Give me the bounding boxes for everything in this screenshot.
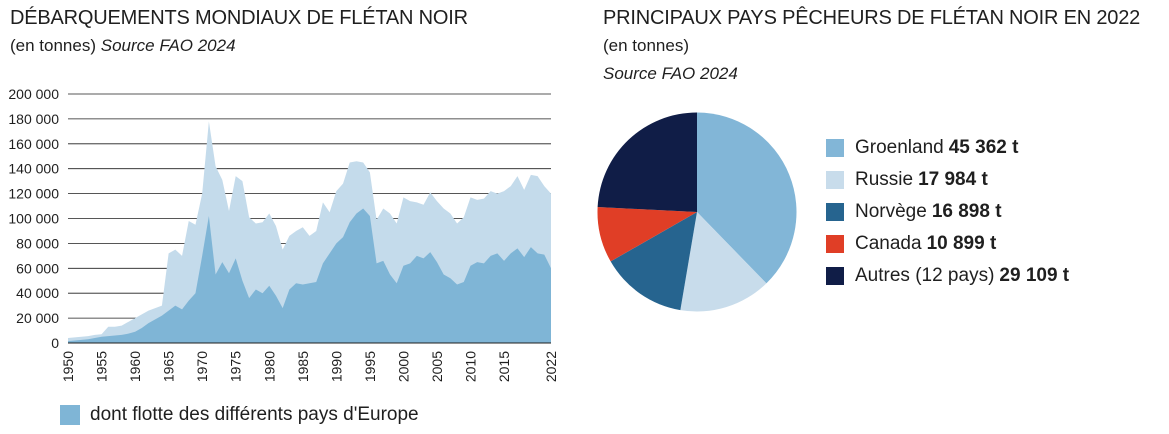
pie-slice-canada xyxy=(597,207,697,262)
y-tick-label: 100 000 xyxy=(8,211,59,227)
x-tick-label: 1995 xyxy=(362,351,378,382)
x-tick-label: 2022 xyxy=(543,351,559,382)
pie-chart-title: PRINCIPAUX PAYS PÊCHEURS DE FLÉTAN NOIR … xyxy=(603,7,1141,29)
legend-item: Canada 10 899 t xyxy=(826,232,996,256)
x-tick-label: 1980 xyxy=(261,351,277,382)
legend-label: Groenland xyxy=(855,137,944,158)
y-tick-label: 20 000 xyxy=(16,310,59,326)
legend-value: 17 984 t xyxy=(918,169,988,190)
legend-label-europe: dont flotte des différents pays d'Europe xyxy=(90,404,419,425)
legend-label: Norvège xyxy=(855,201,927,222)
y-tick-label: 60 000 xyxy=(16,260,59,276)
x-tick-label: 1950 xyxy=(60,351,76,382)
pie-slice-autres-12-pays- xyxy=(597,112,697,212)
legend-label: Canada xyxy=(855,233,922,254)
area-chart-source: Source FAO 2024 xyxy=(100,36,236,55)
legend-swatch xyxy=(826,235,844,253)
legend-item: Norvège 16 898 t xyxy=(826,200,1002,224)
legend-swatch xyxy=(826,139,844,157)
x-tick-label: 1965 xyxy=(161,351,177,382)
legend-swatch xyxy=(826,267,844,285)
y-tick-label: 80 000 xyxy=(16,235,59,251)
x-tick-label: 2010 xyxy=(463,351,479,382)
area-chart: 0 20 000 40 000 60 000 80 000 100 000 120 000 1… xyxy=(8,86,559,382)
series-area-europe xyxy=(68,208,551,343)
x-tick-label: 2015 xyxy=(496,351,512,382)
pie-chart xyxy=(597,112,797,312)
x-tick-label: 1960 xyxy=(127,351,143,382)
legend-swatch xyxy=(826,203,844,221)
legend-item: Groenland 45 362 t xyxy=(826,136,1018,160)
pie-chart-unit: (en tonnes) xyxy=(603,36,689,55)
y-tick-label: 40 000 xyxy=(16,285,59,301)
y-tick-label: 200 000 xyxy=(8,86,59,102)
x-tick-label: 1955 xyxy=(94,351,110,382)
x-tick-label: 2005 xyxy=(429,351,445,382)
legend-label: Autres (12 pays) xyxy=(855,265,995,286)
x-tick-label: 1990 xyxy=(328,351,344,382)
x-tick-label: 1975 xyxy=(228,351,244,382)
legend-label: Russie xyxy=(855,169,914,190)
x-tick-label: 1970 xyxy=(194,351,210,382)
area-chart-title: DÉBARQUEMENTS MONDIAUX DE FLÉTAN NOIR xyxy=(10,7,468,29)
legend-item: Russie 17 984 t xyxy=(826,168,988,192)
y-tick-label: 140 000 xyxy=(8,161,59,177)
area-chart-unit: (en tonnes) xyxy=(10,36,96,55)
x-tick-label: 1985 xyxy=(295,351,311,382)
area-chart-legend: dont flotte des différents pays d'Europe xyxy=(60,404,419,426)
pie-slice-groenland xyxy=(697,112,797,284)
x-tick-label: 2000 xyxy=(395,351,411,382)
legend-item: Autres (12 pays) 29 109 t xyxy=(826,264,1069,288)
legend-swatch-europe xyxy=(60,405,80,425)
legend-value: 45 362 t xyxy=(948,137,1019,158)
y-tick-label: 180 000 xyxy=(8,111,59,127)
y-tick-label: 160 000 xyxy=(8,136,59,152)
area-chart-subtitle: (en tonnes) Source FAO 2024 xyxy=(10,36,236,56)
y-tick-label: 0 xyxy=(51,335,59,351)
pie-chart-source: Source FAO 2024 xyxy=(603,64,738,83)
legend-value: 29 109 t xyxy=(999,265,1070,286)
pie-slice-norv-ge xyxy=(610,212,697,311)
legend-value: 16 898 t xyxy=(931,201,1002,222)
pie-slice-russie xyxy=(680,212,767,312)
y-tick-label: 120 000 xyxy=(8,186,59,202)
legend-value: 10 899 t xyxy=(926,233,997,254)
legend-swatch xyxy=(826,171,844,189)
